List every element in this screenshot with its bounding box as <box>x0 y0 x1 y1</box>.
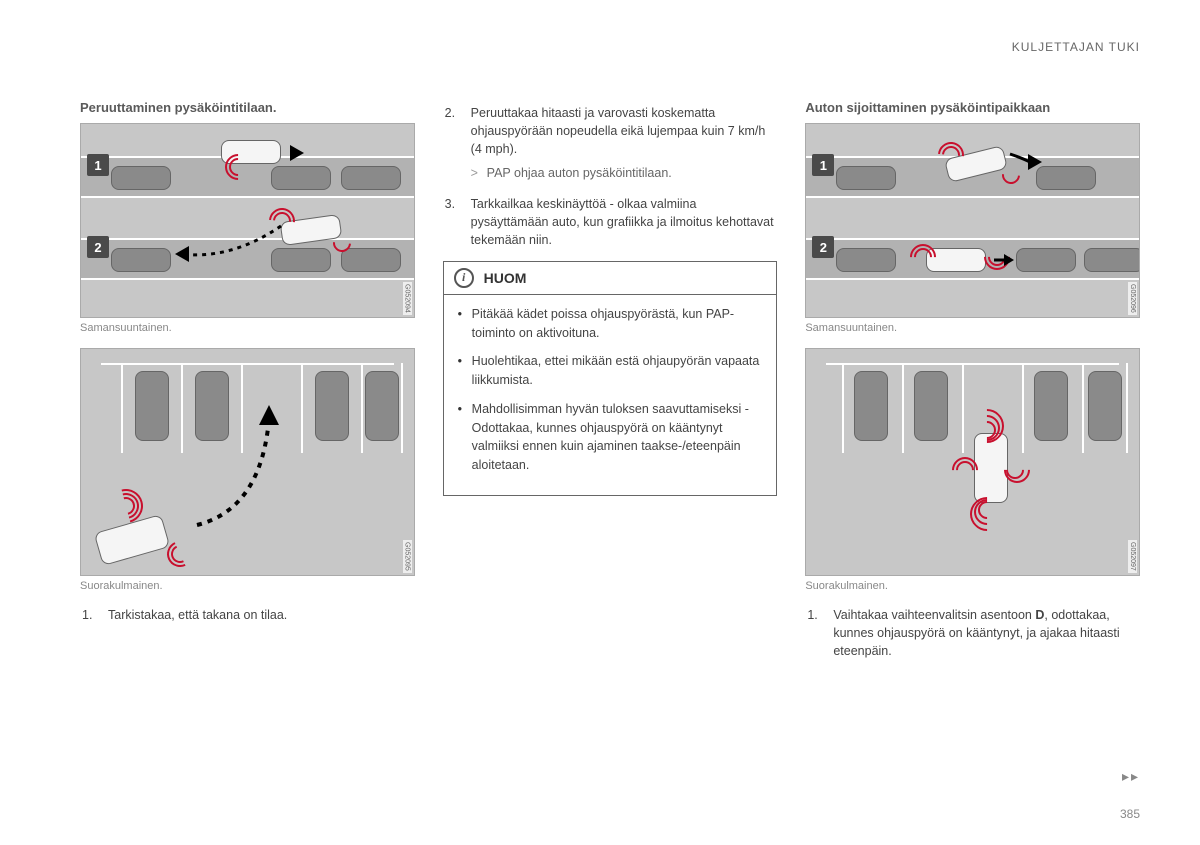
image-id: G052095 <box>403 540 412 573</box>
col1-steps: Tarkistakaa, että takana on tilaa. <box>80 606 415 624</box>
col1-heading: Peruuttaminen pysäköintitilaan. <box>80 100 415 115</box>
col3-fig2-caption: Suorakulmainen. <box>805 580 1140 592</box>
section-header: KULJETTAJAN TUKI <box>1012 40 1140 54</box>
step2-sub: PAP ohjaa auton pysäköintitilaan. <box>471 164 778 182</box>
info-icon: i <box>454 268 474 288</box>
column-3: Auton sijoittaminen pysäköintipaikkaan 1… <box>805 100 1140 672</box>
col2-steps: Peruuttakaa hitaasti ja varovasti koskem… <box>443 104 778 249</box>
step-badge-2: 2 <box>812 236 834 258</box>
col3-heading: Auton sijoittaminen pysäköintipaikkaan <box>805 100 1140 115</box>
continue-indicator: ▸▸ <box>1122 768 1140 785</box>
col1-fig1-caption: Samansuuntainen. <box>80 322 415 334</box>
col2-step-2: Peruuttakaa hitaasti ja varovasti koskem… <box>443 104 778 183</box>
note-item: Huolehtikaa, ettei mikään estä ohjaupyör… <box>472 352 763 390</box>
image-id: G052096 <box>1128 282 1137 315</box>
col3-figure-parallel: 1 2 G052096 <box>805 123 1140 318</box>
note-box: i HUOM Pitäkää kädet poissa ohjauspyöräs… <box>443 261 778 496</box>
column-1: Peruuttaminen pysäköintitilaan. 1 2 <box>80 100 415 672</box>
col3-fig1-caption: Samansuuntainen. <box>805 322 1140 334</box>
step-badge-2: 2 <box>87 236 109 258</box>
note-item: Mahdollisimman hyvän tuloksen saavuttami… <box>472 400 763 475</box>
step-badge-1: 1 <box>812 154 834 176</box>
page-number: 385 <box>1120 807 1140 821</box>
col1-step-1: Tarkistakaa, että takana on tilaa. <box>80 606 415 624</box>
col3-step-1: Vaihtakaa vaihteenvalitsin asentoon D, o… <box>805 606 1140 660</box>
page-columns: Peruuttaminen pysäköintitilaan. 1 2 <box>80 100 1140 672</box>
column-2: Peruuttakaa hitaasti ja varovasti koskem… <box>443 100 778 672</box>
note-title: HUOM <box>484 270 527 286</box>
note-header: i HUOM <box>444 262 777 295</box>
col1-figure-perpendicular: G052095 <box>80 348 415 576</box>
col3-steps: Vaihtakaa vaihteenvalitsin asentoon D, o… <box>805 606 1140 660</box>
col3-figure-perpendicular: G052097 <box>805 348 1140 576</box>
step-badge-1: 1 <box>87 154 109 176</box>
step1-pre: Vaihtakaa vaihteenvalitsin asentoon <box>833 608 1035 622</box>
step2-text: Peruuttakaa hitaasti ja varovasti koskem… <box>471 106 766 156</box>
note-item: Pitäkää kädet poissa ohjauspyörästä, kun… <box>472 305 763 343</box>
note-list: Pitäkää kädet poissa ohjauspyörästä, kun… <box>444 295 777 495</box>
image-id: G052094 <box>403 282 412 315</box>
col1-fig2-caption: Suorakulmainen. <box>80 580 415 592</box>
col1-figure-parallel: 1 2 G052094 <box>80 123 415 318</box>
col2-step-3: Tarkkailkaa keskinäyttöä - olkaa valmiin… <box>443 195 778 249</box>
image-id: G052097 <box>1128 540 1137 573</box>
